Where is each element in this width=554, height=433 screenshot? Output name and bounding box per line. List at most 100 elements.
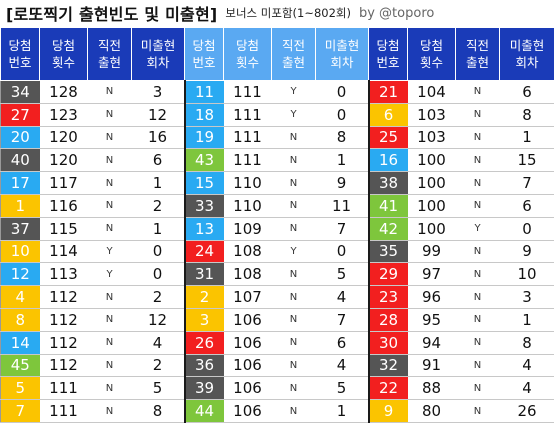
header-label-line: 횟수 xyxy=(51,55,75,70)
win-count: 107 xyxy=(223,285,272,309)
miss-rounds: 1 xyxy=(131,171,186,195)
table-row: 17 117 N 1 15 110 N 9 38 100 N 7 xyxy=(0,171,554,195)
prev-appear-flag: Y xyxy=(87,262,132,287)
header-label-line: 출현 xyxy=(97,55,121,70)
miss-rounds: 10 xyxy=(499,262,554,287)
win-count: 112 xyxy=(39,285,88,309)
table-row: 5 111 N 5 39 106 N 5 22 88 N 4 xyxy=(0,376,554,401)
win-count: 96 xyxy=(407,285,456,309)
win-count: 111 xyxy=(39,399,88,423)
win-count: 99 xyxy=(407,240,456,264)
lotto-ball-number: 41 xyxy=(368,194,408,218)
miss-rounds: 4 xyxy=(499,376,554,401)
header-label-line: 당첨 xyxy=(419,38,443,53)
win-count: 100 xyxy=(407,148,456,173)
author-credit: by @toporo xyxy=(358,5,435,21)
win-count: 117 xyxy=(39,171,88,195)
win-count: 120 xyxy=(39,148,88,173)
lotto-frequency-table: 당첨 번호 당첨 횟수 직전 출현 미출현 회차 당첨 번호 당첨 횟수 직전 출현 미출현 회차 당첨 번호 당첨… xyxy=(0,27,554,423)
lotto-ball-number: 35 xyxy=(368,240,408,264)
prev-appear-flag: N xyxy=(455,308,500,332)
lotto-ball-number: 45 xyxy=(0,354,40,378)
page-subtitle: 보너스 미포함(1~802회) xyxy=(225,6,351,20)
lotto-ball-number: 28 xyxy=(368,308,408,332)
prev-appear-flag: N xyxy=(271,194,316,218)
miss-rounds: 6 xyxy=(131,148,186,173)
prev-appear-flag: N xyxy=(271,126,316,150)
prev-appear-flag: N xyxy=(455,399,500,423)
lotto-ball-number: 32 xyxy=(368,354,408,378)
win-count: 115 xyxy=(39,217,88,241)
prev-appear-flag: N xyxy=(87,103,132,127)
win-count: 112 xyxy=(39,354,88,378)
win-count: 100 xyxy=(407,217,456,241)
miss-rounds: 8 xyxy=(499,103,554,127)
prev-appear-flag: N xyxy=(87,194,132,218)
table-row: 20 120 N 16 19 111 N 8 25 103 N 1 xyxy=(0,126,554,150)
prev-appear-flag: N xyxy=(455,194,500,218)
header-label-line: 미출현 xyxy=(324,38,360,53)
table-row: 4 112 N 2 2 107 N 4 23 96 N 3 xyxy=(0,285,554,309)
header-label-line: 출현 xyxy=(281,55,305,70)
lotto-ball-number: 27 xyxy=(0,103,40,127)
lotto-ball-number: 37 xyxy=(0,217,40,241)
miss-rounds: 5 xyxy=(315,376,370,401)
prev-appear-flag: N xyxy=(87,171,132,195)
prev-appear-flag: N xyxy=(455,331,500,355)
prev-appear-flag: N xyxy=(271,331,316,355)
lotto-ball-number: 43 xyxy=(184,148,224,173)
win-count: 111 xyxy=(223,80,272,104)
lotto-ball-number: 22 xyxy=(368,376,408,401)
prev-appear-flag: N xyxy=(455,126,500,150)
prev-appear-flag: N xyxy=(87,285,132,309)
lotto-ball-number: 26 xyxy=(184,331,224,355)
lotto-ball-number: 16 xyxy=(368,148,408,173)
lotto-ball-number: 2 xyxy=(184,285,224,309)
lotto-ball-number: 23 xyxy=(368,285,408,309)
miss-rounds: 3 xyxy=(131,80,186,104)
page-title: [로또찍기 출현빈도 및 미출현] xyxy=(6,5,218,24)
lotto-ball-number: 42 xyxy=(368,217,408,241)
win-count: 106 xyxy=(223,308,272,332)
header-label-line: 회차 xyxy=(515,55,539,70)
prev-appear-flag: N xyxy=(271,262,316,287)
header-prev-appear: 직전 출현 xyxy=(87,27,132,81)
lotto-ball-number: 6 xyxy=(368,103,408,127)
miss-rounds: 8 xyxy=(499,331,554,355)
header-label-line: 횟수 xyxy=(235,55,259,70)
lotto-ball-number: 33 xyxy=(184,194,224,218)
lotto-ball-number: 44 xyxy=(184,399,224,423)
win-count: 123 xyxy=(39,103,88,127)
win-count: 97 xyxy=(407,262,456,287)
header-win-number: 당첨 번호 xyxy=(368,27,408,81)
header-label-line: 미출현 xyxy=(140,38,176,53)
win-count: 94 xyxy=(407,331,456,355)
lotto-ball-number: 17 xyxy=(0,171,40,195)
win-count: 80 xyxy=(407,399,456,423)
miss-rounds: 9 xyxy=(315,171,370,195)
table-row: 45 112 N 2 36 106 N 4 32 91 N 4 xyxy=(0,354,554,378)
prev-appear-flag: N xyxy=(271,217,316,241)
win-count: 88 xyxy=(407,376,456,401)
win-count: 111 xyxy=(223,126,272,150)
lotto-ball-number: 5 xyxy=(0,376,40,401)
lotto-ball-number: 11 xyxy=(184,80,224,104)
lotto-ball-number: 15 xyxy=(184,171,224,195)
win-count: 95 xyxy=(407,308,456,332)
lotto-ball-number: 38 xyxy=(368,171,408,195)
win-count: 113 xyxy=(39,262,88,287)
header-miss-rounds: 미출현 회차 xyxy=(499,27,554,81)
lotto-ball-number: 8 xyxy=(0,308,40,332)
win-count: 106 xyxy=(223,331,272,355)
win-count: 100 xyxy=(407,171,456,195)
header-label-line: 당첨 xyxy=(51,38,75,53)
header-label-line: 횟수 xyxy=(419,55,443,70)
win-count: 116 xyxy=(39,194,88,218)
prev-appear-flag: N xyxy=(87,399,132,423)
win-count: 91 xyxy=(407,354,456,378)
miss-rounds: 4 xyxy=(131,331,186,355)
prev-appear-flag: N xyxy=(271,354,316,378)
table-row: 8 112 N 12 3 106 N 7 28 95 N 1 xyxy=(0,308,554,332)
